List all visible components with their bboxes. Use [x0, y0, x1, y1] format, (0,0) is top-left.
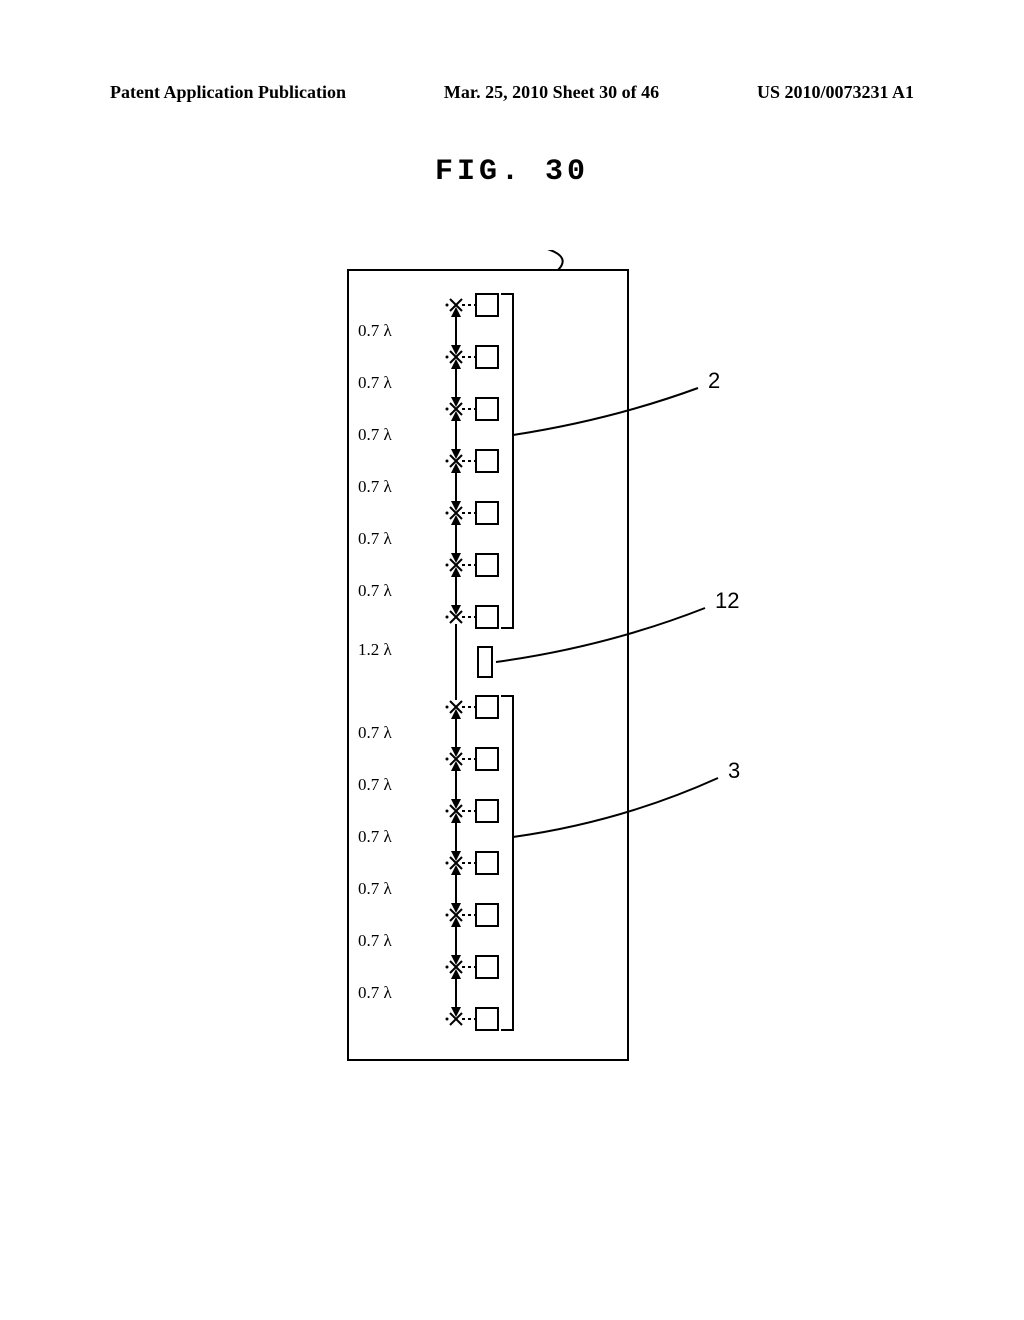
- header-center: Mar. 25, 2010 Sheet 30 of 46: [444, 82, 659, 103]
- svg-text:1.2 λ: 1.2 λ: [358, 640, 393, 659]
- svg-text:0.7 λ: 0.7 λ: [358, 827, 393, 846]
- svg-text:0.7 λ: 0.7 λ: [358, 581, 393, 600]
- svg-text:12: 12: [715, 588, 739, 613]
- figure-title: FIG. 30: [435, 155, 589, 189]
- svg-text:0.7 λ: 0.7 λ: [358, 321, 393, 340]
- svg-text:0.7 λ: 0.7 λ: [358, 425, 393, 444]
- svg-text:0.7 λ: 0.7 λ: [358, 931, 393, 950]
- diagram-svg: 0.7 λ 0.7 λ 0.7 λ 0.7 λ 0.7 λ 0.7 λ 1.2 λ 0.7 λ…: [320, 250, 740, 1090]
- svg-text:2: 2: [708, 368, 720, 393]
- svg-text:0.7 λ: 0.7 λ: [358, 983, 393, 1002]
- svg-text:0.7 λ: 0.7 λ: [358, 723, 393, 742]
- header-right: US 2010/0073231 A1: [757, 82, 914, 103]
- svg-text:0.7 λ: 0.7 λ: [358, 775, 393, 794]
- svg-text:0.7 λ: 0.7 λ: [358, 879, 393, 898]
- svg-text:0.7 λ: 0.7 λ: [358, 529, 393, 548]
- svg-text:3: 3: [728, 758, 740, 783]
- antenna-diagram: 0.7 λ 0.7 λ 0.7 λ 0.7 λ 0.7 λ 0.7 λ 1.2 λ 0.7 λ…: [320, 250, 740, 1090]
- svg-text:0.7 λ: 0.7 λ: [358, 477, 393, 496]
- header-left: Patent Application Publication: [110, 82, 346, 103]
- page-header: Patent Application Publication Mar. 25, …: [0, 82, 1024, 103]
- svg-text:0.7 λ: 0.7 λ: [358, 373, 393, 392]
